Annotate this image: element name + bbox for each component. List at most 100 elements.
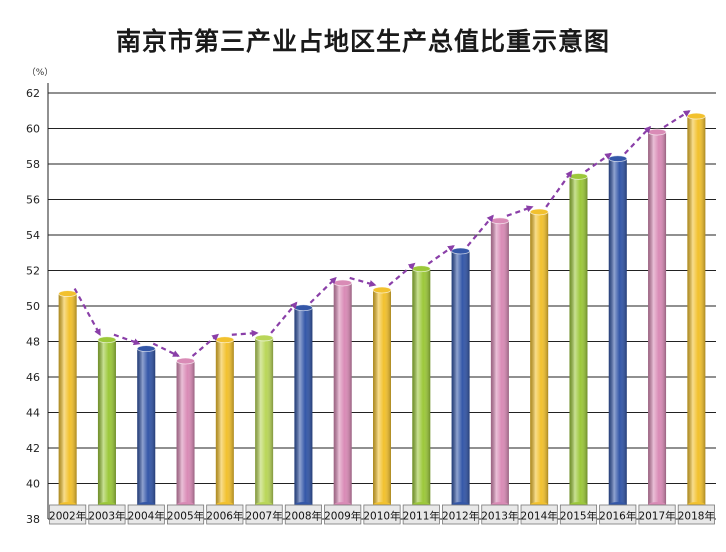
x-tick-label-2015年: 2015年 [560,510,597,523]
bar-shading [490,220,509,506]
bar-2004年 [136,345,156,508]
trend-arrow-14 [584,152,612,173]
x-label-box-2002年 [49,504,87,525]
x-tick-label-2016年: 2016年 [599,510,636,523]
bar-shading [255,337,274,505]
bar-2011年 [411,265,431,508]
bar-2002年 [58,290,78,508]
trend-arrow-5 [231,329,259,337]
bar-2007年 [254,334,274,508]
x-label-box-2008年 [284,504,322,525]
x-tick-label-2002年: 2002年 [49,510,86,523]
bar-shading [451,250,470,505]
bar-top-cap [176,357,195,365]
bar-2010年 [372,286,392,508]
bar-top-cap [608,155,628,163]
bar-shading [58,293,77,505]
x-label-box-2004年 [127,504,165,525]
x-tick-label-2010年: 2010年 [363,510,400,523]
bar-top-cap [215,336,235,344]
y-tick-label-44: 44 [26,407,40,420]
bar-top-cap [333,279,353,287]
x-tick-label-2013年: 2013年 [481,510,518,523]
x-tick-label-2008年: 2008年 [285,510,322,523]
x-label-box-2005年 [166,504,205,525]
y-tick-label-60: 60 [26,123,40,136]
x-label-box-2015年 [559,504,598,525]
trend-arrow-3 [152,342,180,358]
x-label-box-2010年 [363,504,401,525]
bar-shading [530,211,549,506]
x-label-box-2011年 [402,504,440,525]
trend-arrow-12 [506,205,534,217]
trend-arrow-9 [388,262,416,286]
x-label-box-2009年 [324,504,362,525]
trend-arrow-1 [73,288,101,337]
bar-top-cap [294,304,313,312]
bar-top-cap [411,265,431,273]
x-label-box-2013年 [481,504,519,525]
x-tick-label-2018年: 2018年 [678,510,715,523]
y-tick-label-56: 56 [26,194,40,207]
bar-shading [648,132,667,506]
x-label-box-2003年 [88,504,126,525]
bar-top-cap [686,112,706,120]
y-tick-label-62: 62 [26,87,40,100]
bar-shading [608,158,627,506]
x-tick-label-2004年: 2004年 [128,510,165,523]
chart-title: 南京市第三产业占地区生产总值比重示意图 [115,27,610,56]
trend-arrow-8 [349,276,377,287]
y-tick-label-50: 50 [26,300,40,313]
bar-top-cap [647,128,667,136]
bar-shading [215,339,234,505]
bar-top-cap [490,217,510,225]
bar-shading [373,290,391,505]
bar-2012年 [451,247,470,508]
x-label-box-2018年 [677,504,715,525]
bar-top-cap [451,247,470,255]
bar-top-cap [136,345,156,353]
bar-2014年 [529,208,549,508]
y-tick-label-40: 40 [26,478,40,491]
x-label-box-2007年 [245,504,283,525]
bar-2013年 [490,217,510,508]
trend-arrow-13 [545,170,573,208]
bar-2006年 [215,336,235,508]
trend-arrow-6 [270,301,298,334]
y-tick-label-42: 42 [26,442,40,455]
trend-arrow-16 [663,110,691,128]
x-label-box-2016年 [599,504,637,525]
trend-arrow-15 [623,125,652,155]
bar-shading [176,361,195,505]
x-tick-label-2003年: 2003年 [88,510,125,523]
bar-shading [97,339,116,505]
trend-arrow-7 [309,276,337,304]
bar-2009年 [333,279,353,508]
x-tick-label-2014年: 2014年 [521,510,558,523]
bar-2008年 [294,304,313,508]
y-tick-label-58: 58 [26,158,40,171]
x-tick-label-2017年: 2017年 [638,510,675,523]
x-tick-label-2007年: 2007年 [246,510,283,523]
y-tick-label-38: 38 [26,513,40,526]
bar-2018年 [686,112,706,508]
y-axis-unit-label: （%） [27,67,54,78]
bar-top-cap [97,336,117,344]
x-tick-label-2005年: 2005年 [167,510,204,523]
trend-arrow-2 [113,333,141,346]
bar-2005年 [176,357,195,508]
bar-top-cap [569,173,588,180]
bar-shading [137,348,156,505]
bar-2003年 [97,336,117,508]
x-label-box-2014年 [520,504,558,525]
bar-shading [687,116,706,505]
x-label-box-2006年 [206,504,244,525]
bar-shading [294,307,313,505]
y-tick-label-54: 54 [26,229,40,242]
x-tick-label-2012年: 2012年 [442,510,479,523]
bar-2015年 [569,173,588,508]
bar-2017年 [647,128,667,508]
x-tick-label-2006年: 2006年 [206,510,243,523]
bar-shading [333,282,352,505]
